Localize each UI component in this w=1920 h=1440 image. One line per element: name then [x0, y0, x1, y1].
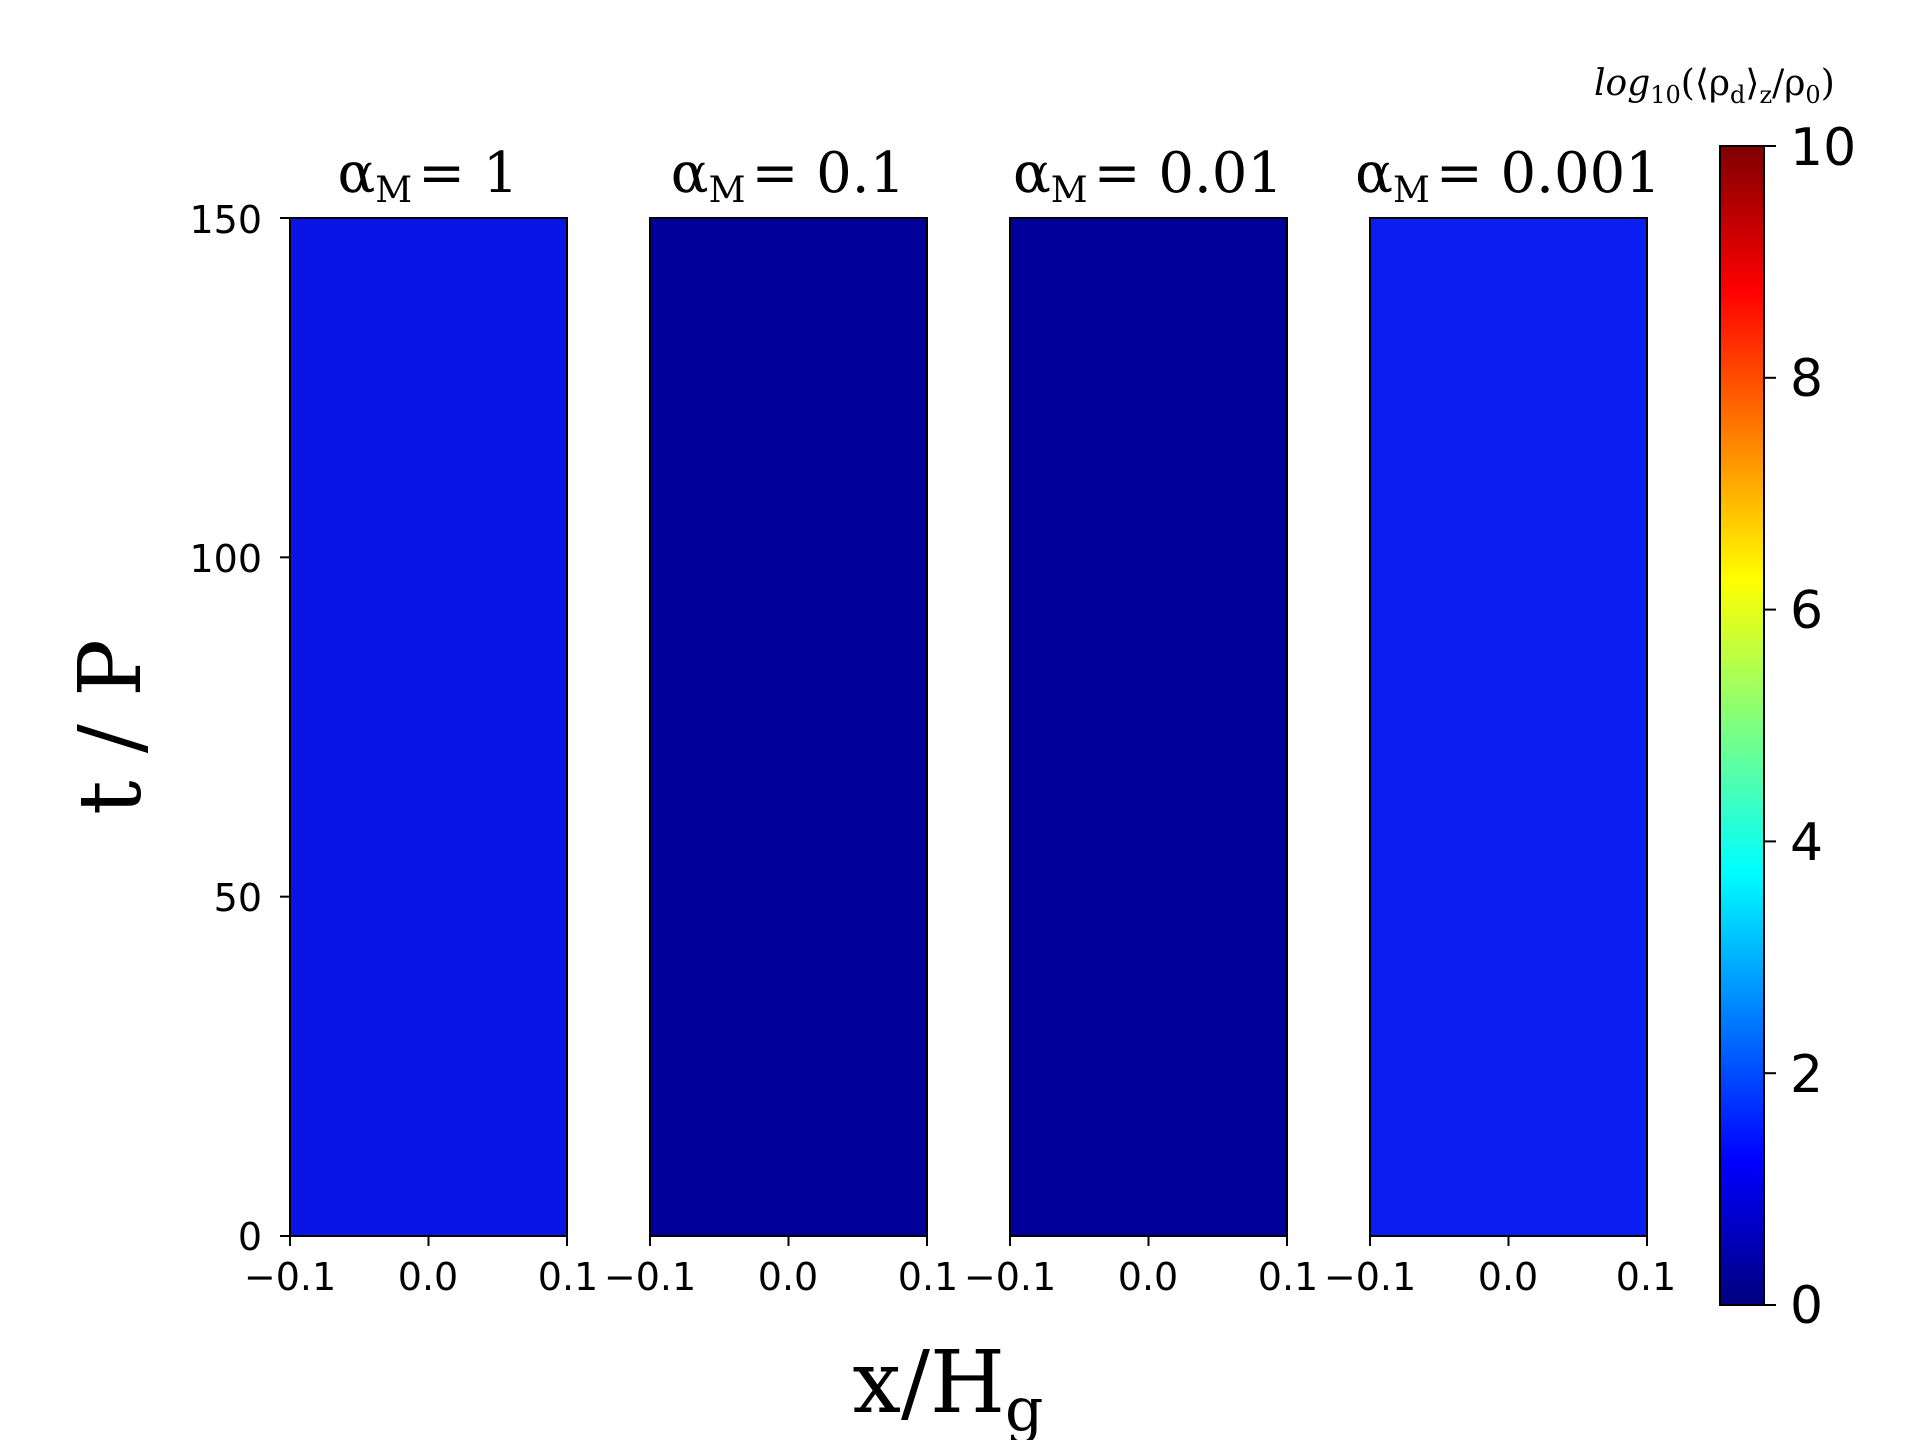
y-axis: 0 50 100 150: [189, 198, 262, 1259]
panel-background: [1370, 218, 1647, 1236]
y-tick-label: 50: [214, 876, 262, 920]
panel-alpha-0.01: [1009, 217, 1288, 1246]
panel-background: [290, 218, 567, 1236]
x-axis: −0.1 0.0 0.1 −0.1 0.0 0.1 −0.1 0.0 0.1 −…: [244, 1255, 1676, 1299]
x-tick-label: −0.1: [964, 1255, 1056, 1299]
x-tick-label: 0.1: [1616, 1255, 1676, 1299]
x-tick-label: 0.1: [1258, 1255, 1318, 1299]
panel-alpha-0.001: [1369, 217, 1648, 1246]
x-tick-label: 0.1: [898, 1255, 958, 1299]
x-tick-label: 0.0: [1478, 1255, 1538, 1299]
x-tick-label: 0.0: [758, 1255, 818, 1299]
colorbar-tick-label: 6: [1790, 581, 1823, 641]
x-tick-label: −0.1: [244, 1255, 336, 1299]
x-tick-label: 0.1: [538, 1255, 598, 1299]
y-tick-label: 100: [189, 537, 262, 581]
x-tick-label: −0.1: [604, 1255, 696, 1299]
panel-title-2: αM = 0.1: [671, 141, 905, 211]
y-axis-label: t / P: [61, 639, 161, 815]
y-tick-label: 0: [238, 1215, 262, 1259]
colorbar-tick-label: 10: [1790, 118, 1856, 178]
colorbar-label: log10(⟨ρd⟩z/ρ0): [1594, 63, 1835, 109]
filament-speck: [884, 210, 888, 214]
y-tick-label: 150: [189, 198, 262, 242]
panel-title-4: αM = 0.001: [1355, 141, 1661, 211]
x-axis-label: x/Hg: [853, 1333, 1044, 1440]
x-tick-label: 0.0: [1118, 1255, 1178, 1299]
panel-background: [1010, 218, 1287, 1236]
x-tick-label: 0.0: [398, 1255, 458, 1299]
colorbar-bar: [1719, 145, 1765, 1306]
panel-background: [650, 218, 927, 1236]
panel-alpha-1: [280, 217, 568, 1246]
x-tick-label: −0.1: [1324, 1255, 1416, 1299]
colorbar-tick-label: 0: [1790, 1276, 1823, 1336]
panel-title-3: αM = 0.01: [1013, 141, 1283, 211]
panel-alpha-0.1: [649, 210, 928, 1246]
colorbar-tick-label: 2: [1790, 1045, 1823, 1105]
colorbar-tick-label: 8: [1790, 349, 1823, 409]
band-clump: [566, 358, 567, 363]
panel-title-1: αM = 1: [337, 141, 518, 211]
colorbar-tick-label: 4: [1790, 813, 1823, 873]
colorbar: 0 2 4 6 8 10 log10(⟨ρd⟩z/ρ0): [1594, 63, 1856, 1336]
